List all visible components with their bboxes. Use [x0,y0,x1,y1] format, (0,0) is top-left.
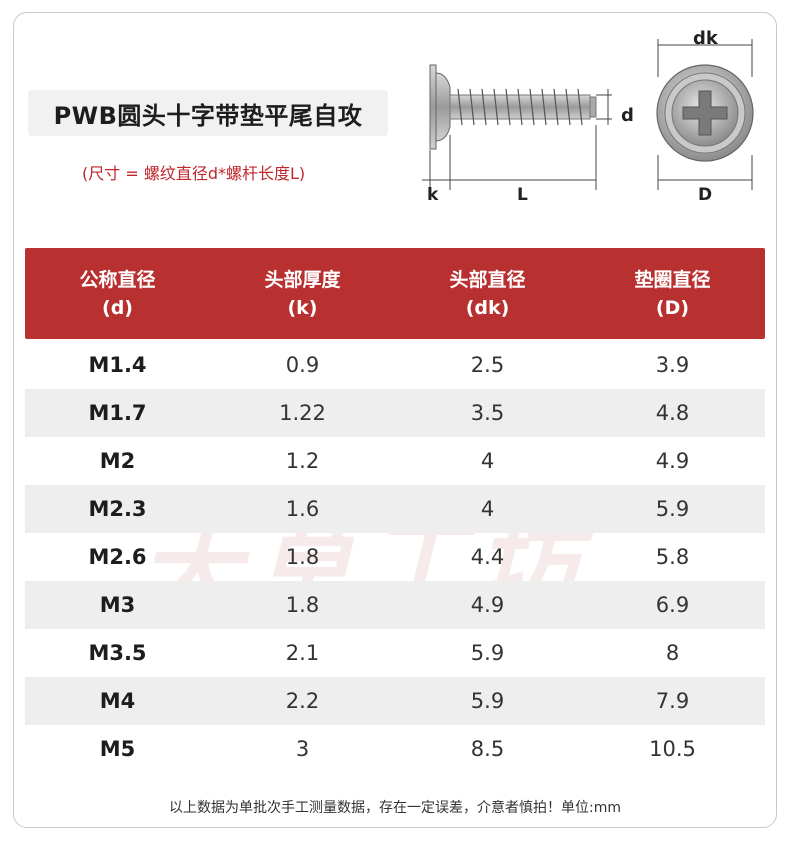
table-row: M5 3 8.5 10.5 [25,725,765,773]
table-row: M2 1.2 4 4.9 [25,437,765,485]
table-cell: 3.5 [470,401,505,425]
table-cell: 3.9 [655,353,690,377]
screw-diagram: d k L dk D [422,28,754,205]
table-cell: 5.9 [470,689,505,713]
spec-table: 公称直径 (d) 头部厚度 (k) 头部直径 (dk) 垫圈直径 (D) M1.… [25,248,765,773]
table-cell: 1.22 [279,401,326,425]
table-cell: 5.9 [470,641,505,665]
header-name: 垫圈直径 [634,268,711,291]
screw-side-view [422,64,612,190]
table-row: M2.6 1.8 4.4 5.8 [25,533,765,581]
label-dk: dk [693,28,719,49]
table-cell: M1.4 [88,353,147,377]
table-cell: M3 [99,593,136,617]
table-cell: 3 [295,737,310,761]
table-cell: 4.8 [655,401,690,425]
table-cell: 8.5 [470,737,505,761]
label-L: L [517,185,528,205]
table-cell: 10.5 [649,737,696,761]
size-note: (尺寸 = 螺纹直径d*螺杆长度L) [82,164,306,183]
header-cell: 公称直径 (d) [25,248,210,339]
table-cell: M1.7 [88,401,147,425]
table-cell: 1.8 [285,593,320,617]
table-cell: 1.6 [285,497,320,521]
label-d: d [621,105,634,126]
table-cell: 4.9 [470,593,505,617]
table-cell: M2 [99,449,136,473]
table-cell: 2.2 [285,689,320,713]
header-cell: 垫圈直径 (D) [580,248,765,339]
header-symbol: (D) [655,296,690,319]
table-cell: 0.9 [285,353,320,377]
table-row: M4 2.2 5.9 7.9 [25,677,765,725]
table-row: M3 1.8 4.9 6.9 [25,581,765,629]
label-k: k [427,185,439,205]
table-cell: M2.3 [88,497,147,521]
page-title: PWB圆头十字带垫平尾自攻 [53,101,363,130]
table-cell: 1.8 [285,545,320,569]
header-symbol: (d) [102,296,133,319]
table-cell: M5 [99,737,136,761]
header-symbol: (dk) [465,296,510,319]
table-cell: 4 [480,497,495,521]
header-cell: 头部直径 (dk) [395,248,580,339]
table-header: 公称直径 (d) 头部厚度 (k) 头部直径 (dk) 垫圈直径 (D) [25,248,765,339]
table-cell: 1.2 [285,449,320,473]
table-cell: M2.6 [88,545,147,569]
header-name: 公称直径 [79,268,156,291]
table-cell: 6.9 [655,593,690,617]
table-row: M3.5 2.1 5.9 8 [25,629,765,677]
table-cell: M3.5 [88,641,147,665]
table-cell: 4.9 [655,449,690,473]
header-name: 头部直径 [449,268,526,291]
title-box: PWB圆头十字带垫平尾自攻 [28,90,388,136]
table-cell: 4 [480,449,495,473]
table-cell: 5.8 [655,545,690,569]
table-cell: 2.1 [285,641,320,665]
table-cell: M4 [99,689,136,713]
screw-top-view [656,39,754,190]
footer-note: 以上数据为单批次手工测量数据，存在一定误差，介意者慎拍！单位:mm [169,800,621,816]
label-D: D [698,185,712,205]
table-row: M2.3 1.6 4 5.9 [25,485,765,533]
table-row: M1.7 1.22 3.5 4.8 [25,389,765,437]
table-cell: 5.9 [655,497,690,521]
table-row: M1.4 0.9 2.5 3.9 [25,341,765,389]
table-cell: 8 [665,641,680,665]
table-cell: 2.5 [470,353,505,377]
table-cell: 7.9 [655,689,690,713]
table-cell: 4.4 [470,545,505,569]
header-symbol: (k) [287,296,318,319]
header-cell: 头部厚度 (k) [210,248,395,339]
header-name: 头部厚度 [264,268,341,291]
